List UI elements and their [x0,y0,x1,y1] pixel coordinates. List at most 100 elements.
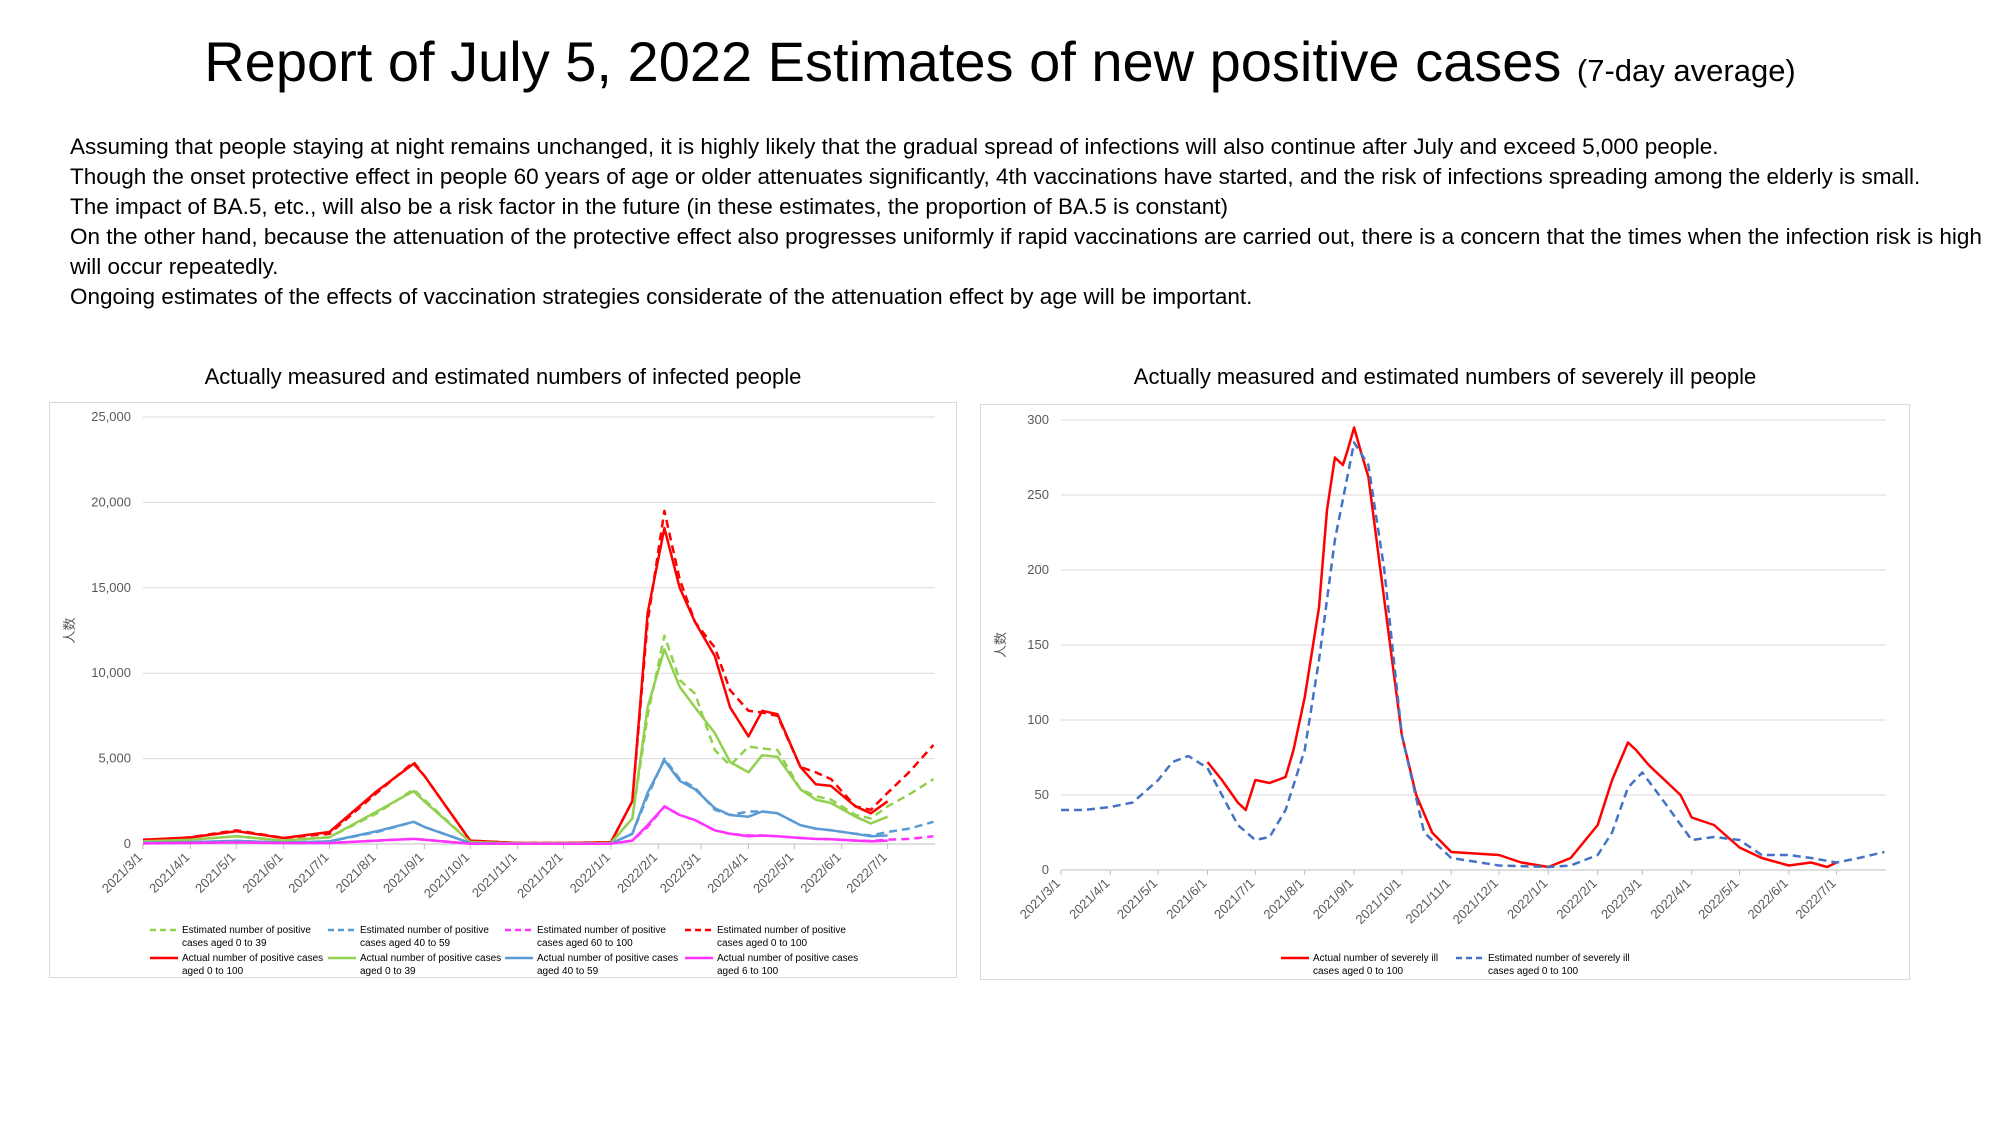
x-tick-label: 2022/7/1 [843,850,889,896]
x-tick-label: 2022/1/1 [567,850,613,896]
severe-chart-plot: 0 50 100 150 200 250 300 2021/3/1 2021/4/1 2021/5… [994,412,1886,928]
y-tick-label: 250 [1027,487,1049,502]
summary-paragraph-4: On the other hand, because the attenuati… [70,224,1982,279]
summary-paragraph-2: Though the onset protective effect in pe… [70,164,1921,189]
y-tick-label: 200 [1027,562,1049,577]
legend-swatch [1281,956,1309,960]
infected-series-line-4 [142,509,935,845]
legend-label: Estimated number of positive cases aged … [717,925,846,949]
page-title: Report of July 5, 2022 Estimates of new … [0,28,2000,105]
infected-series-line-6 [142,648,889,845]
x-tick-label: 2021/8/1 [1260,876,1306,922]
x-tick-label: 2022/4/1 [1647,876,1693,922]
legend-label: Actual number of positive cases aged 6 t… [717,953,859,977]
x-tick-label: 2021/12/1 [514,850,566,902]
x-tick-label: 2022/6/1 [1745,876,1791,922]
infected-series-line-5 [142,526,889,845]
infected-series-line-1 [142,634,935,845]
x-tick-label: 2021/6/1 [239,850,285,896]
x-tick-label: 2021/12/1 [1450,876,1502,928]
x-tick-label: 2021/9/1 [1310,876,1356,922]
legend-swatch [1456,956,1484,960]
x-tick-label: 2021/9/1 [380,850,426,896]
x-tick-label: 2022/3/1 [1598,876,1644,922]
summary-paragraph-5: Ongoing estimates of the effects of vacc… [70,284,1253,309]
legend-swatch [685,928,713,932]
infected-legend-item: Actual number of positive cases aged 0 t… [328,952,503,980]
x-tick-label: 2022/5/1 [1695,876,1741,922]
legend-label: Estimated number of positive cases aged … [182,925,311,949]
y-axis-label: 人数 [994,632,1009,658]
infected-legend-item: Estimated number of positive cases aged … [505,924,680,952]
x-tick-label: 2021/3/1 [99,850,145,896]
x-tick-label: 2022/2/1 [614,850,660,896]
x-tick-label: 2021/6/1 [1163,876,1209,922]
legend-swatch [150,956,178,960]
y-tick-label: 5,000 [98,751,131,766]
legend-swatch [505,956,533,960]
infected-legend-item: Estimated number of positive cases aged … [150,924,325,952]
severe-chart-title: Actually measured and estimated numbers … [1133,364,1757,389]
x-tick-label: 2021/4/1 [146,850,192,896]
summary-paragraph-3: The impact of BA.5, etc., will also be a… [70,194,1229,219]
x-tick-label: 2022/5/1 [750,850,796,896]
x-tick-label: 2021/7/1 [285,850,331,896]
y-tick-label: 50 [1035,787,1049,802]
legend-swatch [685,956,713,960]
severe-series-line-2 [1061,441,1885,869]
severe-legend-item: Estimated number of severely ill cases a… [1456,952,1631,980]
infected-series-line-7 [142,759,888,845]
infected-legend-item: Actual number of positive cases aged 0 t… [150,952,325,980]
legend-label: Actual number of severely ill cases aged… [1313,953,1439,977]
infected-legend-item: Estimated number of positive cases aged … [685,924,860,952]
y-tick-label: 100 [1027,712,1049,727]
x-tick-label: 2021/5/1 [1114,876,1160,922]
infected-chart-title: Actually measured and estimated numbers … [204,364,802,389]
x-tick-label: 2022/7/1 [1792,876,1838,922]
y-tick-label: 20,000 [91,494,131,509]
summary-text: Assuming that people staying at night re… [70,132,1990,312]
x-tick-label: 2021/11/1 [469,850,520,901]
y-tick-label: 15,000 [91,580,131,595]
infected-legend-item: Estimated number of positive cases aged … [328,924,503,952]
legend-swatch [328,928,356,932]
y-tick-label: 10,000 [91,665,131,680]
infected-legend-item: Actual number of positive cases aged 40 … [505,952,680,980]
title-suffix: (7-day average) [1576,53,1796,88]
x-tick-label: 2021/10/1 [421,850,473,902]
x-tick-label: 2021/8/1 [333,850,379,896]
x-tick-label: 2022/4/1 [704,850,750,896]
x-tick-label: 2021/4/1 [1066,876,1112,922]
severe-series-line-1 [1206,426,1838,869]
legend-label: Actual number of positive cases aged 0 t… [360,953,502,977]
infected-chart: 0 5,000 10,000 15,000 20,000 25,000 2021/3/1 20… [49,402,957,978]
summary-paragraph-1: Assuming that people staying at night re… [70,134,1719,159]
y-tick-label: 300 [1027,412,1049,427]
y-axis-label: 人数 [63,617,78,643]
legend-swatch [505,928,533,932]
x-tick-label: 2021/3/1 [1017,876,1063,922]
legend-label: Estimated number of severely ill cases a… [1488,953,1630,977]
x-tick-label: 2021/10/1 [1352,876,1404,928]
infected-series-line-8 [142,805,888,846]
legend-label: Actual number of positive cases aged 0 t… [182,953,324,977]
severe-legend-item: Actual number of severely ill cases aged… [1281,952,1456,980]
x-tick-label: 2021/7/1 [1211,876,1257,922]
y-tick-label: 150 [1027,637,1049,652]
title-main: Report of July 5, 2022 Estimates of new … [204,30,1562,93]
y-tick-label: 0 [1042,862,1049,877]
x-tick-label: 2021/5/1 [192,850,238,896]
y-tick-label: 25,000 [91,409,131,424]
legend-label: Actual number of positive cases aged 40 … [537,953,679,977]
legend-label: Estimated number of positive cases aged … [360,925,489,949]
x-tick-label: 2022/1/1 [1504,876,1550,922]
infected-legend-item: Actual number of positive cases aged 6 t… [685,952,860,980]
x-tick-label: 2021/11/1 [1403,876,1454,927]
x-tick-label: 2022/6/1 [797,850,843,896]
x-tick-label: 2022/3/1 [657,850,703,896]
x-tick-label: 2022/2/1 [1553,876,1599,922]
legend-swatch [328,956,356,960]
legend-label: Estimated number of positive cases aged … [537,925,666,949]
y-tick-label: 0 [124,836,131,851]
